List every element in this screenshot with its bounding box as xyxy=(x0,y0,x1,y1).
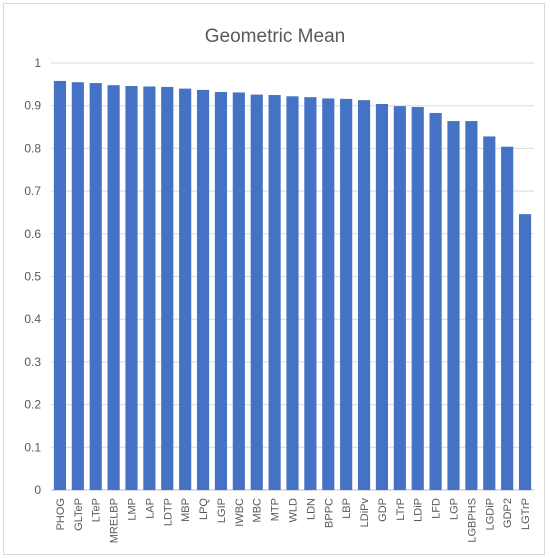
chart-title: Geometric Mean xyxy=(205,26,345,47)
x-tick-label: GDP xyxy=(377,498,389,522)
y-tick-label: 0.2 xyxy=(24,398,41,412)
x-tick-label: LPQ xyxy=(198,498,210,520)
bar-gltep xyxy=(71,82,84,490)
bars xyxy=(53,80,532,491)
bar-lgtrp xyxy=(518,214,532,490)
x-tick-label: LDiP xyxy=(413,498,425,522)
y-tick-label: 0.8 xyxy=(24,141,41,155)
bar-mbc xyxy=(250,94,263,491)
bar-chart: Geometric Mean 0 0.1 0.2 0.3 0.4 0.5 0.6 0.7 0.8… xyxy=(24,26,534,544)
bar-ldtp xyxy=(161,86,174,491)
x-tick-label: LTrP xyxy=(395,498,407,521)
y-tick-label: 0.9 xyxy=(24,99,41,113)
bar-gdp2 xyxy=(501,146,514,490)
x-tick-label: LGBPHS xyxy=(466,498,478,543)
x-tick-label: LDN xyxy=(305,498,317,520)
bar-lgip xyxy=(214,92,228,490)
bar-iwbc xyxy=(232,92,245,490)
x-tick-label: WLD xyxy=(288,498,300,523)
x-tick-label: LMP xyxy=(127,498,139,521)
x-tick-label: LDTP xyxy=(162,498,174,526)
bar-mtp xyxy=(268,95,281,491)
x-tick-label: LGDiP xyxy=(484,498,496,530)
x-tick-label: LGP xyxy=(449,498,461,520)
x-tick-label: LBP xyxy=(341,498,353,519)
bar-ltep xyxy=(89,83,102,490)
y-tick-label: 1 xyxy=(34,56,41,70)
bar-ltrp xyxy=(393,106,406,490)
bar-ldn xyxy=(304,97,317,490)
y-tick-label: 0.4 xyxy=(24,312,41,326)
x-tick-label: LGIP xyxy=(216,498,228,523)
x-tick-label: MRELBP xyxy=(109,498,121,543)
x-tick-label: LGTrP xyxy=(520,498,532,530)
x-tick-label: GLTeP xyxy=(73,498,85,531)
x-tick-label: LDiPv xyxy=(359,498,371,528)
x-tick-label: IWBC xyxy=(234,498,246,527)
bar-ldip xyxy=(411,106,424,490)
bar-lgp xyxy=(447,121,460,491)
x-tick-label: GDP2 xyxy=(502,498,514,528)
bar-gdp xyxy=(375,103,389,490)
x-tick-label: BPPC xyxy=(323,498,335,528)
y-tick-label: 0.5 xyxy=(24,270,41,284)
bar-mrelbp xyxy=(107,85,120,490)
bar-lap xyxy=(143,86,156,491)
x-tick-label: LFD xyxy=(431,498,443,519)
y-tick-label: 0.7 xyxy=(24,184,41,198)
bar-lgbphs xyxy=(465,121,478,491)
x-tick-label: PHOG xyxy=(55,498,67,530)
chart-frame: Geometric Mean 0 0.1 0.2 0.3 0.4 0.5 0.6 0.7 0.8… xyxy=(3,3,545,555)
bar-lpq xyxy=(196,89,210,490)
y-tick-label: 0.3 xyxy=(24,355,41,369)
bar-phog xyxy=(53,80,67,491)
bar-bppc xyxy=(322,98,335,490)
bar-lfd xyxy=(429,112,442,491)
y-tick-label: 0.1 xyxy=(24,440,41,454)
bar-ldipv xyxy=(357,100,371,491)
y-tick-label: 0.6 xyxy=(24,227,41,241)
x-tick-label: MTP xyxy=(270,498,282,521)
bar-lgdip xyxy=(483,136,496,490)
x-tick-label: LTeP xyxy=(91,498,103,522)
bar-lmp xyxy=(125,86,138,491)
bar-wld xyxy=(286,96,299,490)
y-tick-label: 0 xyxy=(34,483,41,497)
x-tick-label: MBC xyxy=(252,498,264,523)
bar-lbp xyxy=(340,98,353,491)
bar-mbp xyxy=(179,88,192,491)
x-tick-label: MBP xyxy=(180,498,192,522)
y-axis-ticks: 0 0.1 0.2 0.3 0.4 0.5 0.6 0.7 0.8 0.9 1 xyxy=(24,56,41,497)
x-axis-ticks: PHOG GLTeP LTeP MRELBP LMP LAP LDTP MBP LPQ LGIP I… xyxy=(55,498,532,544)
x-tick-label: LAP xyxy=(144,498,156,519)
